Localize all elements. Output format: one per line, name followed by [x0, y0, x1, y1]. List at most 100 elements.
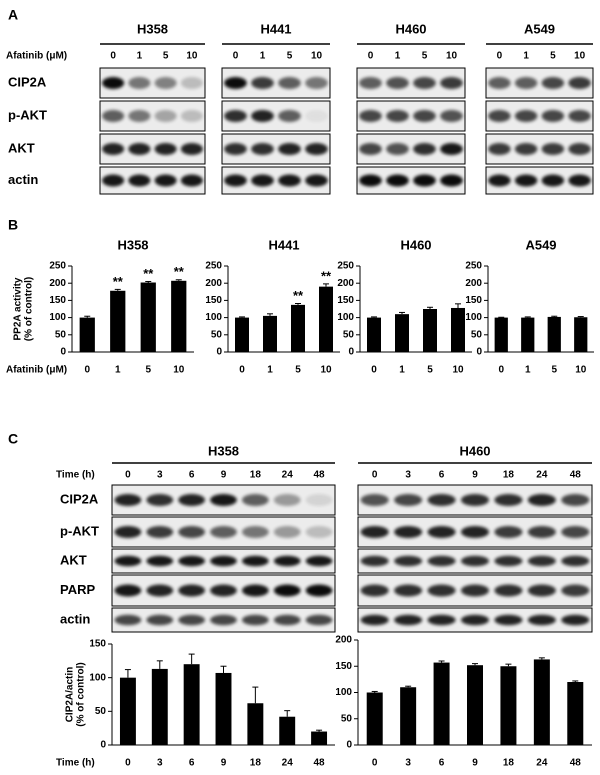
row-label: AKT: [8, 140, 35, 155]
bar: [451, 307, 465, 352]
bar: [423, 309, 437, 352]
band: [154, 174, 177, 187]
bar: [574, 317, 588, 352]
band: [359, 174, 382, 187]
dose: 1: [523, 51, 529, 62]
y-tick-label: 50: [55, 329, 67, 340]
time: 3: [157, 470, 163, 481]
band: [128, 174, 151, 187]
bar: [183, 664, 200, 745]
band: [210, 494, 237, 506]
band: [241, 614, 269, 626]
band: [224, 77, 247, 89]
x-tick-label: 5: [145, 365, 151, 376]
band: [386, 174, 409, 187]
bar: [400, 687, 417, 745]
y-tick-label: 100: [337, 312, 354, 323]
bar: [500, 666, 517, 745]
x-tick-label: 6: [439, 758, 445, 769]
band: [527, 555, 556, 567]
band: [527, 584, 556, 597]
row-label: actin: [8, 172, 38, 187]
bar: [247, 703, 264, 745]
band: [128, 77, 151, 89]
x-tick-label: 1: [399, 365, 405, 376]
y-tick-label: 0: [348, 347, 354, 358]
cell-line: H358: [137, 21, 168, 36]
band: [394, 494, 423, 506]
band: [305, 614, 333, 626]
band: [102, 110, 125, 122]
band: [360, 526, 389, 538]
band: [178, 526, 206, 538]
band: [386, 77, 409, 89]
band: [273, 526, 301, 538]
y-tick-label: 100: [49, 312, 66, 323]
bar: [467, 665, 483, 745]
x-axis-label: Afatinib (μM): [6, 365, 67, 376]
band: [494, 584, 523, 597]
y-tick-label: 50: [343, 329, 355, 340]
dose: 10: [311, 51, 323, 62]
chart-title: A549: [525, 237, 556, 252]
band: [568, 143, 591, 155]
band: [568, 110, 591, 122]
cell-line: A549: [524, 21, 555, 36]
bar: [319, 286, 333, 352]
band: [440, 77, 463, 89]
y-axis-label: (% of control): [76, 662, 87, 726]
cell-line: H460: [459, 443, 490, 458]
bar: [263, 315, 277, 352]
band: [273, 584, 301, 597]
y-tick-label: 100: [205, 312, 222, 323]
band: [178, 584, 206, 597]
band: [146, 526, 174, 538]
band: [146, 494, 174, 506]
bar: [367, 317, 381, 352]
y-tick-label: 50: [211, 329, 223, 340]
x-tick-label: 0: [239, 365, 245, 376]
band: [251, 77, 274, 89]
band: [180, 110, 203, 122]
band: [561, 555, 590, 567]
band: [568, 77, 591, 89]
band: [440, 143, 463, 155]
significance: **: [321, 268, 332, 283]
band: [146, 584, 174, 597]
band: [561, 494, 590, 506]
band: [494, 526, 523, 538]
time: 0: [372, 470, 378, 481]
time: 24: [282, 470, 294, 481]
band: [488, 143, 511, 155]
band: [278, 77, 301, 89]
band: [488, 174, 511, 187]
significance: **: [113, 274, 124, 289]
bar: [395, 314, 409, 352]
y-tick-label: 100: [89, 672, 106, 683]
time: 18: [250, 470, 262, 481]
bar: [110, 290, 126, 352]
x-tick-label: 48: [314, 758, 326, 769]
band: [360, 614, 389, 626]
band: [394, 614, 423, 626]
x-tick-label: 5: [551, 365, 557, 376]
band: [360, 584, 389, 597]
y-tick-label: 100: [335, 687, 352, 698]
band: [114, 494, 142, 506]
y-tick-label: 250: [337, 261, 354, 272]
band: [305, 526, 333, 538]
x-tick-label: 5: [427, 365, 433, 376]
dose: 1: [137, 51, 143, 62]
time: 48: [570, 470, 582, 481]
band: [413, 77, 436, 89]
dose: 5: [422, 51, 428, 62]
y-tick-label: 50: [95, 706, 107, 717]
band: [359, 77, 382, 89]
row-label: CIP2A: [8, 74, 47, 89]
y-tick-label: 150: [465, 295, 482, 306]
band: [224, 143, 247, 155]
band: [305, 174, 328, 187]
dose: 1: [395, 51, 401, 62]
band: [514, 110, 538, 122]
y-tick-label: 0: [216, 347, 222, 358]
